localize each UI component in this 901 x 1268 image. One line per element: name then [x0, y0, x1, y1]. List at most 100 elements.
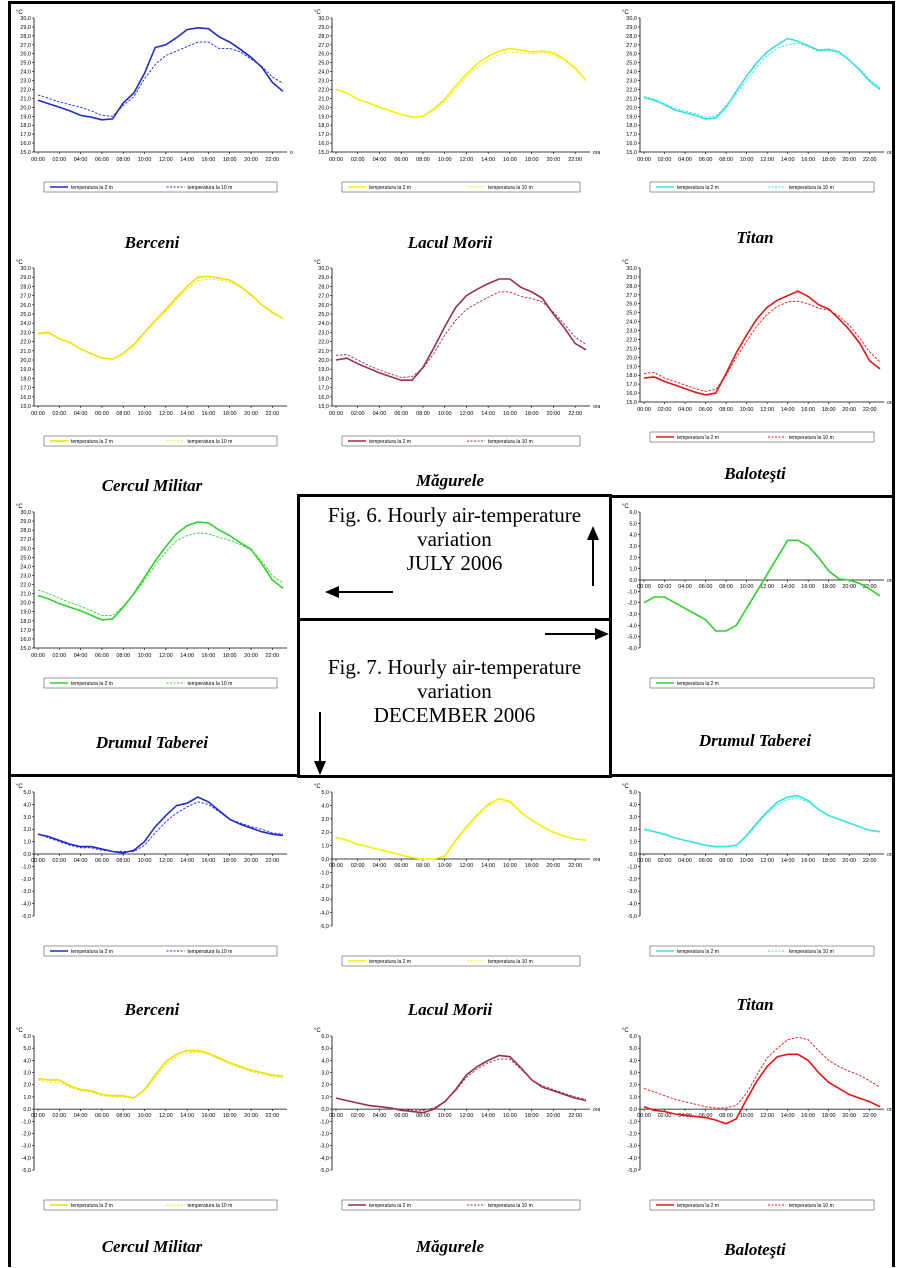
- x-tick-label: 20:00: [547, 1113, 561, 1119]
- y-tick-label: 25,0: [318, 312, 329, 318]
- y-unit-label: °C: [16, 260, 23, 266]
- x-tick-label: 02:00: [52, 157, 66, 163]
- x-tick-label: 04:00: [373, 1113, 387, 1119]
- y-tick-label: 3,0: [629, 544, 637, 550]
- y-tick-label: 3,0: [23, 1071, 31, 1077]
- x-tick-label: 12:00: [760, 1113, 774, 1119]
- y-tick-label: 21,0: [318, 349, 329, 355]
- x-tick-label: 08:00: [116, 653, 130, 659]
- caption-jul-cercul-militar: Cercul Militar: [101, 476, 203, 495]
- legend-label: temperatura la 10 m: [789, 185, 834, 191]
- y-tick-label: -3,0: [628, 889, 637, 895]
- x-tick-label: 00:00: [31, 1113, 45, 1119]
- series-line-2: [37, 801, 284, 852]
- y-tick-label: 5,0: [629, 1046, 637, 1052]
- y-tick-label: -5,0: [628, 914, 637, 920]
- legend-label: temperatura la 10 m: [188, 949, 233, 955]
- y-tick-label: 20,0: [626, 355, 637, 361]
- y-tick-label: -1,0: [22, 1119, 31, 1125]
- chart-svg: °C -5,0 -4,0 -3,0 -2,0 -1,0 0,0 1,0 2,0 3,0 4,0 5,0…: [16, 784, 287, 957]
- x-tick-label: 14:00: [781, 407, 795, 413]
- x-axis-label: ora: [887, 400, 894, 406]
- x-tick-label: 18:00: [822, 407, 836, 413]
- x-tick-label: 12:00: [760, 157, 774, 163]
- x-tick-label: 20:00: [842, 584, 856, 590]
- chart-svg: °C -6,0 -5,0 -4,0 -3,0 -2,0 -1,0 0,0 1,0 2,0 3,0 4,…: [622, 504, 894, 689]
- x-tick-label: 06:00: [699, 407, 713, 413]
- chart-dec-drumul-taberei: °C -6,0 -5,0 -4,0 -3,0 -2,0 -1,0 0,0 1,0 2,0 3,0 4,…: [618, 500, 894, 698]
- y-unit-label: °C: [622, 504, 629, 510]
- y-tick-label: 24,0: [626, 70, 637, 76]
- y-tick-label: 5,0: [23, 790, 31, 796]
- y-tick-label: 24,0: [20, 564, 31, 570]
- y-tick-label: 30,0: [626, 16, 637, 22]
- x-tick-label: 06:00: [394, 411, 408, 417]
- y-tick-label: 30,0: [20, 266, 31, 272]
- y-tick-label: 17,0: [20, 386, 31, 392]
- x-tick-label: 12:00: [159, 1113, 173, 1119]
- y-tick-label: 19,0: [20, 114, 31, 120]
- y-tick-label: 30,0: [318, 266, 329, 272]
- x-tick-label: 02:00: [658, 858, 672, 864]
- legend-label: temperatura la 2 m: [677, 1203, 719, 1209]
- chart-svg: °C 15,0 16,0 17,0 18,0 19,0 20,0 21,0 22,0 23,0 24…: [314, 10, 600, 193]
- x-tick-label: 10:00: [740, 157, 754, 163]
- x-tick-label: 10:00: [740, 858, 754, 864]
- figure-frame: [8, 1, 895, 1267]
- series-line-2: [37, 41, 284, 117]
- x-tick-label: 10:00: [138, 858, 152, 864]
- series-line-2: [37, 1051, 284, 1099]
- x-tick-label: 08:00: [719, 1113, 733, 1119]
- series-line-1: [37, 521, 284, 621]
- y-tick-label: 1,0: [629, 1095, 637, 1101]
- x-tick-label: 20:00: [244, 1113, 258, 1119]
- legend-box: [649, 677, 875, 689]
- y-unit-label: °C: [314, 784, 321, 790]
- x-tick-label: 02:00: [52, 858, 66, 864]
- legend-label: temperatura la 10 m: [789, 949, 834, 955]
- legend-label: temperatura la 10 m: [188, 439, 233, 445]
- y-tick-label: 17,0: [626, 382, 637, 388]
- y-tick-label: 2,0: [629, 555, 637, 561]
- y-tick-label: 1,0: [23, 1095, 31, 1101]
- y-tick-label: -2,0: [628, 601, 637, 607]
- y-tick-label: -3,0: [628, 612, 637, 618]
- y-tick-label: 5,0: [321, 790, 329, 796]
- x-tick-label: 00:00: [637, 157, 651, 163]
- x-tick-label: 22:00: [863, 157, 877, 163]
- y-tick-label: 5,0: [629, 790, 637, 796]
- x-tick-label: 12:00: [460, 863, 474, 869]
- legend-label: temperatura la 10 m: [789, 435, 834, 441]
- y-tick-label: -5,0: [628, 1168, 637, 1174]
- x-tick-label: 22:00: [265, 411, 279, 417]
- y-tick-label: 5,0: [321, 1046, 329, 1052]
- legend-label: temperatura la 10 m: [488, 959, 533, 965]
- y-tick-label: 19,0: [626, 364, 637, 370]
- x-tick-label: 18:00: [822, 858, 836, 864]
- x-tick-label: 20:00: [547, 411, 561, 417]
- x-tick-label: 22:00: [568, 157, 582, 163]
- y-tick-label: 27,0: [20, 43, 31, 49]
- legend-label: temperatura la 2 m: [71, 1203, 113, 1209]
- y-tick-label: 20,0: [626, 105, 637, 111]
- y-tick-label: 1,0: [321, 844, 329, 850]
- y-tick-label: 21,0: [318, 96, 329, 102]
- fig6-line1: Fig. 6. Hourly air-temperature: [327, 503, 582, 527]
- x-tick-label: 00:00: [31, 653, 45, 659]
- y-tick-label: 4,0: [321, 1058, 329, 1064]
- legend-label: temperatura la 10 m: [488, 1203, 533, 1209]
- y-tick-label: 30,0: [318, 16, 329, 22]
- y-tick-label: 26,0: [20, 303, 31, 309]
- legend-box: [341, 181, 581, 193]
- y-tick-label: 20,0: [318, 358, 329, 364]
- y-tick-label: 3,0: [629, 1071, 637, 1077]
- y-tick-label: 19,0: [20, 367, 31, 373]
- y-tick-label: 26,0: [20, 546, 31, 552]
- y-tick-label: 25,0: [626, 61, 637, 67]
- x-tick-label: 02:00: [658, 157, 672, 163]
- legend-box: [341, 1199, 581, 1211]
- x-tick-label: 08:00: [719, 584, 733, 590]
- chart-jul-berceni: °C 15,0 16,0 17,0 18,0 19,0 20,0 21,0 22,0 23,0 24…: [12, 6, 297, 202]
- y-tick-label: 23,0: [20, 330, 31, 336]
- y-tick-label: 0,0: [23, 1107, 31, 1113]
